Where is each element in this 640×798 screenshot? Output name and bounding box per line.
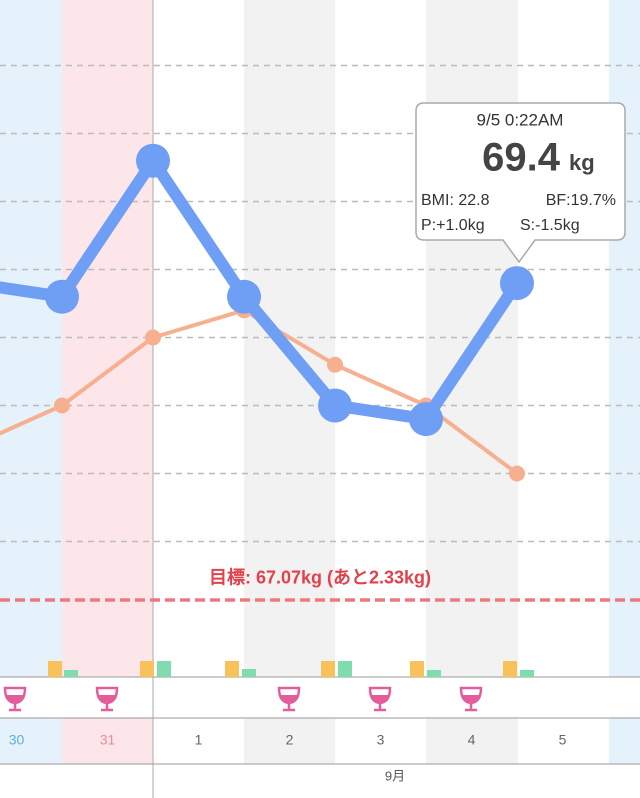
x-tick-label: 3: [377, 732, 385, 748]
point: [509, 465, 525, 482]
goal-label: 目標: 67.07kg (あと2.33kg): [209, 567, 431, 588]
activity-indicators: [48, 661, 534, 677]
point: [145, 329, 161, 346]
x-tick-label: 4: [468, 732, 476, 748]
point: [318, 388, 352, 423]
point: [45, 279, 79, 314]
plot: [0, 143, 534, 482]
column-bg: [0, 0, 62, 764]
tooltip: 9/5 0:22AM 69.4 kg BMI: 22.8 BF:19.7% P:…: [415, 102, 626, 264]
point: [136, 143, 170, 178]
tooltip-bmi: BMI: 22.8: [421, 192, 490, 209]
point: [327, 356, 343, 373]
tooltip-date: 9/5 0:22AM: [477, 110, 564, 129]
x-tick-label: 1: [195, 732, 203, 748]
point: [409, 402, 443, 437]
drink-icons: [3, 686, 483, 712]
drink-icon: [3, 686, 27, 712]
month-label: 9月: [385, 768, 405, 783]
point: [227, 279, 261, 314]
column-bg: [62, 0, 153, 764]
goal: 目標: 67.07kg (あと2.33kg): [0, 567, 640, 602]
indicator: [140, 661, 154, 677]
tooltip-bf: BF:19.7%: [546, 192, 616, 209]
x-tick-label: 31: [100, 732, 116, 748]
point: [54, 397, 70, 414]
indicator: [503, 661, 517, 677]
indicator: [321, 661, 335, 677]
drink-icon: [95, 686, 119, 712]
tooltip-p: P:+1.0kg: [421, 217, 485, 234]
indicator: [410, 661, 424, 677]
indicator: [338, 661, 352, 677]
point: [500, 266, 534, 301]
indicator: [225, 661, 239, 677]
indicator: [520, 670, 534, 677]
indicator: [48, 661, 62, 677]
drink-icon: [459, 686, 483, 712]
indicator: [427, 670, 441, 677]
indicator: [64, 670, 78, 677]
indicator: [242, 669, 256, 677]
drink-icon: [277, 686, 301, 712]
x-tick-label: 5: [559, 732, 567, 748]
drink-icon: [368, 686, 392, 712]
tooltip-value: 69.4: [482, 136, 561, 180]
icon-row-bg: [0, 677, 640, 718]
tooltip-unit: kg: [569, 150, 595, 175]
indicator: [157, 661, 171, 677]
tooltip-s: S:-1.5kg: [520, 217, 580, 234]
x-tick-label: 30: [9, 732, 25, 748]
x-tick-label: 2: [286, 732, 294, 748]
tooltip-box: [415, 102, 626, 264]
